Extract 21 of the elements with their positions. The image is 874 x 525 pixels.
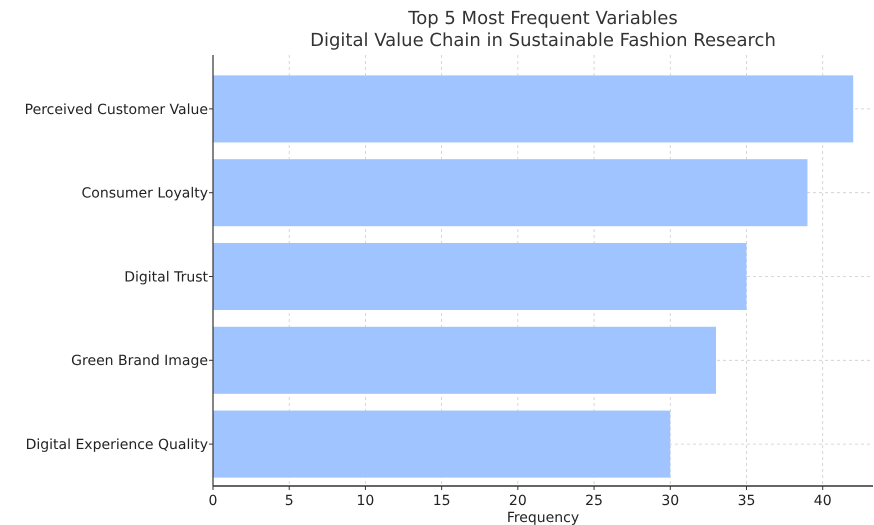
bar [213, 75, 854, 142]
x-tick-label: 5 [284, 493, 294, 509]
bar [213, 410, 670, 478]
bar [213, 242, 746, 310]
y-tick-label: Consumer Loyalty [82, 186, 208, 202]
x-tick-label: 25 [585, 493, 603, 509]
chart-title: Top 5 Most Frequent Variables Digital Value Chain in Sustainable Fashion Research [310, 8, 776, 51]
x-tick-label: 0 [208, 493, 218, 509]
x-tick-label: 35 [738, 493, 756, 509]
x-tick-label: 15 [432, 493, 451, 509]
x-axis-title: Frequency [506, 510, 580, 525]
x-tick-label: 20 [508, 493, 527, 509]
x-tick-label: 30 [661, 493, 680, 509]
y-tick-label: Digital Trust [124, 269, 209, 286]
x-tick-label: 40 [814, 493, 832, 509]
x-tick-label: 10 [356, 493, 374, 509]
y-tick-label: Digital Experience Quality [26, 437, 208, 453]
bar [213, 326, 716, 394]
y-tick-label: Perceived Customer Value [24, 102, 208, 118]
y-tick-label: Green Brand Image [71, 353, 208, 370]
bar [213, 159, 808, 226]
